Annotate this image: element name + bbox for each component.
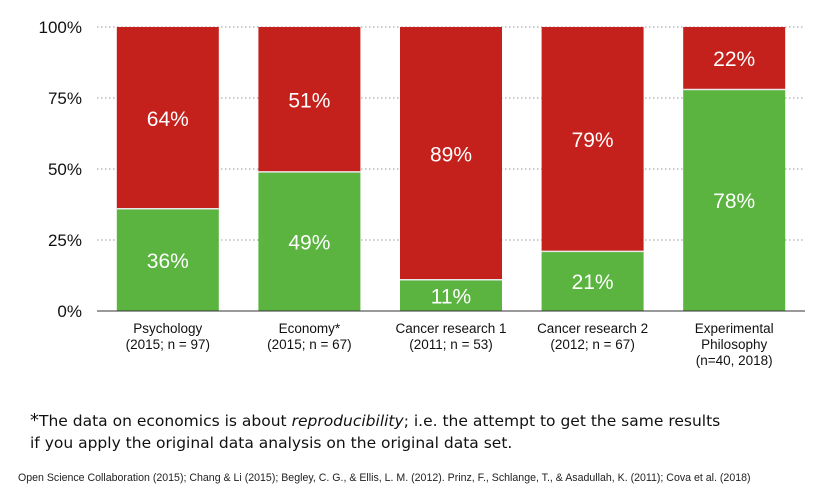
footnote-line-1: *The data on economics is about reproduc… — [30, 410, 820, 432]
references: Open Science Collaboration (2015); Chang… — [18, 472, 751, 484]
value-label-green: 36% — [147, 250, 189, 273]
category-label: Cancer research 2 — [537, 321, 648, 336]
category-label: Cancer research 1 — [395, 321, 506, 336]
value-label-red: 51% — [288, 89, 330, 112]
footnote-line-2: if you apply the original data analysis … — [30, 434, 513, 452]
bar-green — [258, 171, 361, 311]
value-label-red: 64% — [147, 108, 189, 131]
footnote-emphasis: reproducibility — [291, 412, 404, 430]
bar-green — [116, 208, 219, 311]
category-label: (2011; n = 53) — [409, 337, 492, 352]
value-label-green: 78% — [713, 190, 755, 213]
category-label: (2015; n = 97) — [126, 337, 210, 352]
category-label: Economy* — [279, 321, 341, 336]
bar-red — [258, 27, 361, 172]
value-label-red: 89% — [430, 143, 472, 166]
bar-red — [683, 27, 786, 90]
category-label: (n=40, 2018) — [696, 353, 773, 368]
bar-green — [400, 279, 502, 311]
bar-red — [400, 27, 502, 280]
bar-red — [541, 27, 644, 252]
bar-green — [683, 89, 786, 311]
category-label: Philosophy — [701, 337, 767, 352]
category-label: Experimental — [695, 321, 774, 336]
footnote-text-part1: The data on economics is about — [39, 412, 292, 430]
value-label-green: 21% — [572, 271, 614, 294]
value-label-red: 79% — [572, 129, 614, 152]
y-tick-label: 75% — [48, 89, 82, 108]
value-label-green: 11% — [431, 285, 471, 308]
y-tick-label: 100% — [39, 18, 82, 37]
category-label: (2012; n = 67) — [550, 337, 634, 352]
footnote: *The data on economics is about reproduc… — [30, 410, 820, 454]
bar-red — [116, 27, 219, 209]
stacked-bar-chart: 0%25%50%75%100%36%64%Psychology(2015; n … — [39, 18, 805, 368]
value-label-green: 49% — [288, 231, 330, 254]
category-label: (2015; n = 67) — [267, 337, 351, 352]
y-tick-label: 50% — [48, 160, 82, 179]
footnote-star: * — [30, 410, 39, 431]
y-tick-label: 25% — [48, 231, 82, 250]
value-label-red: 22% — [713, 48, 755, 71]
y-tick-label: 0% — [57, 302, 82, 321]
category-label: Psychology — [133, 321, 202, 336]
footnote-text-part2: ; i.e. the attempt to get the same resul… — [403, 412, 721, 430]
bar-green — [541, 251, 644, 311]
